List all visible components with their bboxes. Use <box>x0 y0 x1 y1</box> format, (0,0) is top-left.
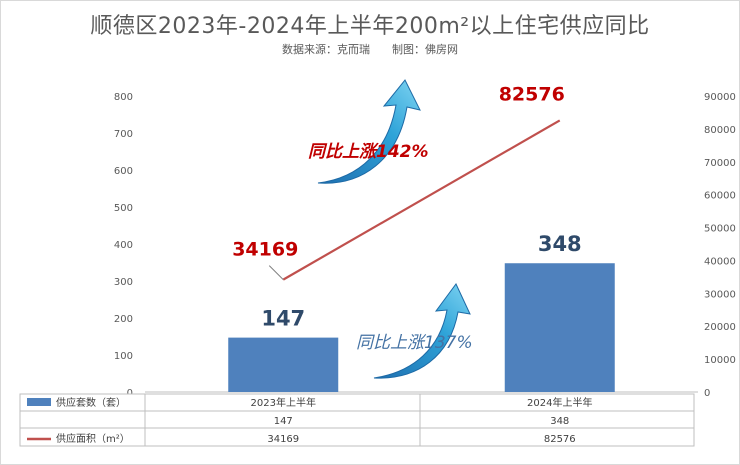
left-axis-tick-label: 700 <box>114 129 133 140</box>
left-axis-tick-label: 100 <box>114 351 133 362</box>
left-axis-tick-label: 300 <box>114 277 133 288</box>
left-axis-tick-label: 500 <box>114 203 133 214</box>
right-axis-ticks: 0 10000 20000 30000 40000 50000 60000 70000 8000… <box>704 92 736 399</box>
line-value-label: 34169 <box>232 239 298 261</box>
left-axis-tick-label: 800 <box>114 92 133 103</box>
bar-supply-units <box>228 337 339 392</box>
table-cell-area: 34169 <box>267 434 299 445</box>
data-table: 供应套数（套） 供应面积（m²） 2023年上半年 147 34169 2024年上半年 3… <box>19 393 695 447</box>
table-cell-units: 348 <box>550 416 569 427</box>
left-axis-ticks: 0100200300400500600700800 <box>114 92 133 399</box>
left-axis-tick-label: 200 <box>114 314 133 325</box>
legend-label-bar: 供应套数（套） <box>56 396 126 409</box>
right-axis-tick-label: 70000 <box>704 158 736 169</box>
category-label: 2023年上半年 <box>251 396 316 409</box>
right-axis-tick-label: 0 <box>704 388 710 399</box>
right-axis-tick-label: 10000 <box>704 355 736 366</box>
right-axis-tick-label: 30000 <box>704 289 736 300</box>
legend-label-line: 供应面积（m²） <box>56 432 130 445</box>
upward-arrow-icon <box>373 283 471 379</box>
right-axis-tick-label: 80000 <box>704 125 736 136</box>
table-cell-units: 147 <box>274 416 293 427</box>
right-axis-tick-label: 40000 <box>704 256 736 267</box>
upward-arrow-icon <box>317 79 421 184</box>
bar-value-label: 147 <box>261 307 305 331</box>
chart-title: 顺德区2023年-2024年上半年200m²以上住宅供应同比 <box>90 14 650 39</box>
left-axis-tick-label: 400 <box>114 240 133 251</box>
right-axis-tick-label: 60000 <box>704 191 736 202</box>
line-supply-area <box>282 119 561 281</box>
line-label-leader <box>268 265 284 280</box>
chart-subtitle: 数据来源：克而瑞 制图：佛房网 <box>282 43 458 56</box>
legend-swatch-bar <box>27 398 51 406</box>
bar-supply-units <box>504 263 615 392</box>
units-growth-annotation: 同比上涨137% <box>356 333 473 353</box>
left-axis-tick-label: 600 <box>114 166 133 177</box>
right-axis-tick-label: 50000 <box>704 224 736 235</box>
line-value-label: 82576 <box>499 83 565 105</box>
area-growth-annotation: 同比上涨142% <box>308 142 429 162</box>
table-cell-area: 82576 <box>544 434 576 445</box>
right-axis-tick-label: 20000 <box>704 322 736 333</box>
bar-value-label: 348 <box>538 232 582 256</box>
category-label: 2024年上半年 <box>527 396 592 409</box>
right-axis-tick-label: 90000 <box>704 92 736 103</box>
